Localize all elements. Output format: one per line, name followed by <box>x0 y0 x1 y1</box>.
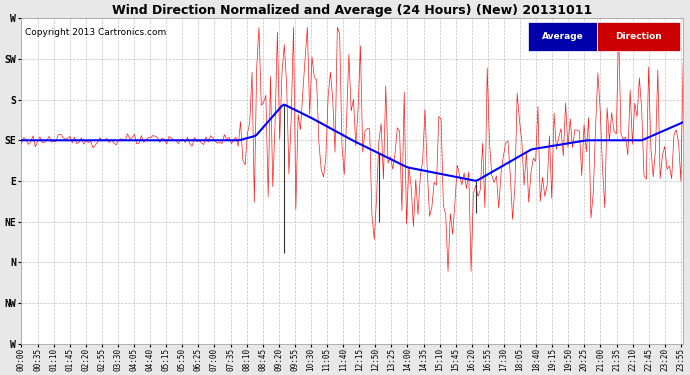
Text: Direction: Direction <box>615 32 662 41</box>
FancyBboxPatch shape <box>597 22 680 51</box>
Text: Average: Average <box>542 32 583 41</box>
Title: Wind Direction Normalized and Average (24 Hours) (New) 20131011: Wind Direction Normalized and Average (2… <box>112 4 593 17</box>
Text: Copyright 2013 Cartronics.com: Copyright 2013 Cartronics.com <box>25 28 166 37</box>
FancyBboxPatch shape <box>528 22 597 51</box>
